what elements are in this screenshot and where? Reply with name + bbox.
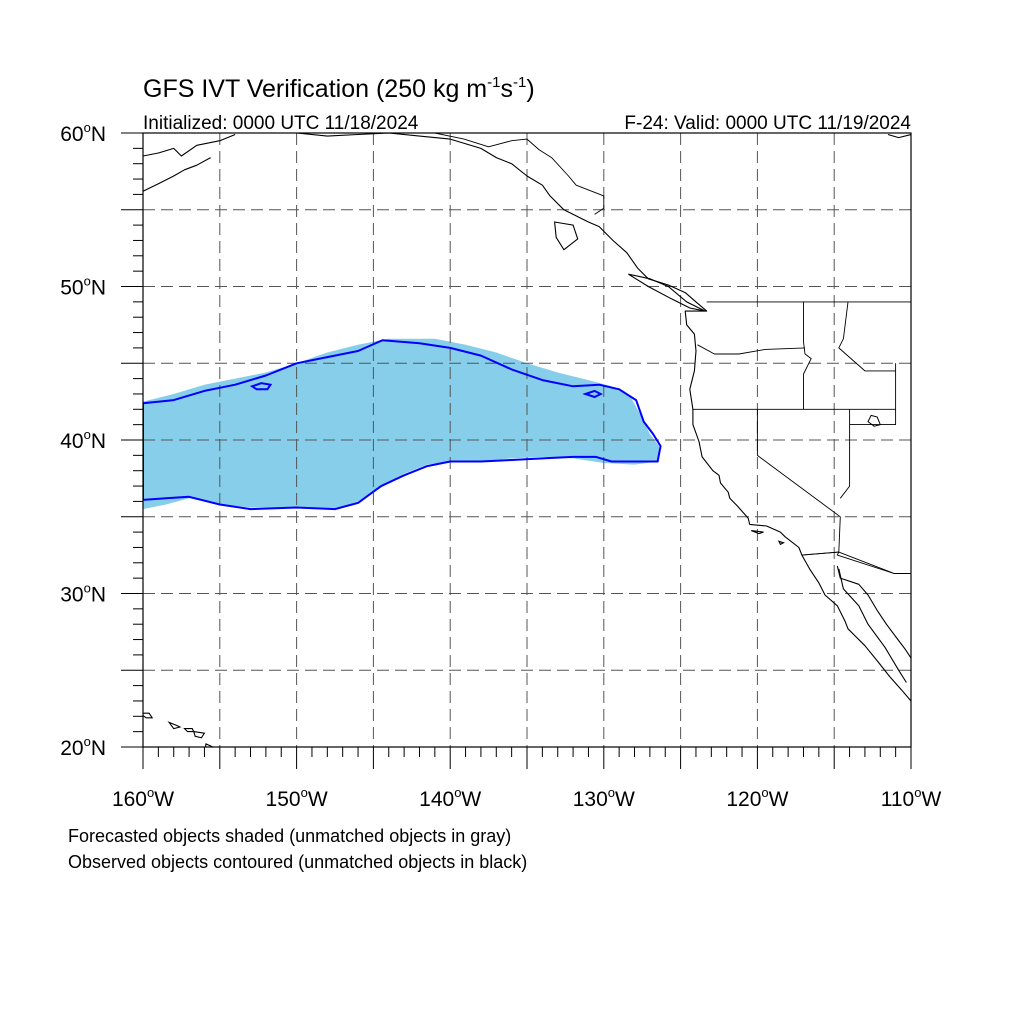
forecast-ivt-object: [143, 338, 660, 510]
forecast-objects-layer: [143, 338, 660, 510]
observed-ivt-contour-island: [582, 389, 603, 399]
lat-tick-label: 20oN: [60, 734, 106, 760]
state-boundary: [756, 409, 841, 556]
state-boundary: [697, 344, 806, 355]
lon-tick-label: 150oW: [266, 785, 328, 811]
north-america-west-coastline: [296, 133, 911, 702]
political-boundaries-layer: [434, 133, 911, 574]
hawaiian-island-outline: [167, 721, 182, 730]
lon-tick-label: 160oW: [112, 785, 174, 811]
init-time-label: Initialized: 0000 UTC 11/18/2024: [143, 113, 419, 134]
hawaiian-island-outline: [183, 728, 195, 733]
northern-coastline-fragment: [887, 133, 911, 139]
observed-ivt-contour-island: [249, 382, 273, 391]
hawaiian-island-outline: [192, 730, 206, 739]
observed-ivt-contour: [143, 339, 662, 511]
island-outline: [751, 530, 764, 535]
alaska-peninsula-coastline: [143, 133, 236, 157]
lat-tick-label: 60oN: [60, 120, 106, 146]
island-outline: [628, 273, 706, 312]
lon-tick-label: 140oW: [419, 785, 481, 811]
us-mexico-border: [801, 551, 911, 574]
lon-tick-label: 130oW: [573, 785, 635, 811]
state-boundary: [838, 551, 911, 574]
observed-objects-layer: [143, 339, 662, 511]
island-outline: [553, 221, 579, 251]
state-boundary: [803, 301, 812, 410]
hawaiian-island-outline: [143, 712, 154, 719]
lat-tick-label: 40oN: [60, 427, 106, 453]
state-boundary: [849, 363, 897, 426]
map-panel: [143, 133, 911, 747]
alaska-canada-border: [434, 133, 605, 215]
state-boundary: [839, 409, 851, 499]
observed-legend-caption: Observed objects contoured (unmatched ob…: [68, 852, 528, 872]
lon-tick-label: 120oW: [726, 785, 788, 811]
alaska-southwest-coastline: [143, 157, 211, 192]
lat-tick-label: 30oN: [60, 581, 106, 607]
coastline-layer: [143, 133, 911, 747]
forecast-legend-caption: Forecasted objects shaded (unmatched obj…: [68, 826, 512, 846]
lon-tick-label: 110oW: [881, 785, 942, 811]
figure-title: GFS IVT Verification (250 kg m-1s-1): [143, 74, 535, 103]
axis-ticks-layer: [121, 132, 912, 769]
state-boundary: [838, 301, 896, 372]
inland-lake-outline: [867, 414, 881, 427]
graticule-layer: [143, 133, 911, 747]
lat-tick-label: 50oN: [60, 274, 106, 300]
baja-peninsula-inner-coastline: [838, 568, 907, 683]
gulf-of-california-coastline: [836, 565, 911, 659]
valid-time-label: F-24: Valid: 0000 UTC 11/19/2024: [624, 113, 911, 134]
island-outline: [777, 540, 785, 546]
